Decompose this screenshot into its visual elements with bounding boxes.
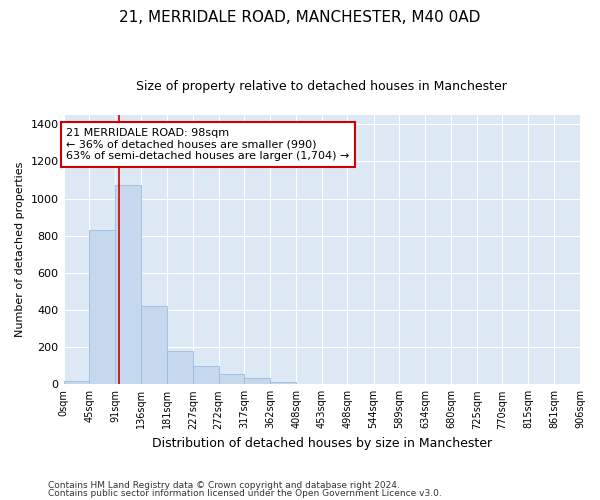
Bar: [167, 351, 193, 384]
Bar: [64, 380, 89, 384]
Bar: [115, 184, 141, 384]
Title: Size of property relative to detached houses in Manchester: Size of property relative to detached ho…: [136, 80, 507, 93]
Bar: [270, 382, 296, 384]
Bar: [244, 378, 270, 384]
Text: 21, MERRIDALE ROAD, MANCHESTER, M40 0AD: 21, MERRIDALE ROAD, MANCHESTER, M40 0AD: [119, 10, 481, 25]
Bar: [218, 374, 244, 384]
X-axis label: Distribution of detached houses by size in Manchester: Distribution of detached houses by size …: [152, 437, 492, 450]
Text: Contains HM Land Registry data © Crown copyright and database right 2024.: Contains HM Land Registry data © Crown c…: [48, 481, 400, 490]
Text: 21 MERRIDALE ROAD: 98sqm
← 36% of detached houses are smaller (990)
63% of semi-: 21 MERRIDALE ROAD: 98sqm ← 36% of detach…: [67, 128, 350, 161]
Text: Contains public sector information licensed under the Open Government Licence v3: Contains public sector information licen…: [48, 488, 442, 498]
Bar: [193, 366, 218, 384]
Y-axis label: Number of detached properties: Number of detached properties: [15, 162, 25, 338]
Bar: [141, 306, 167, 384]
Bar: [89, 230, 115, 384]
